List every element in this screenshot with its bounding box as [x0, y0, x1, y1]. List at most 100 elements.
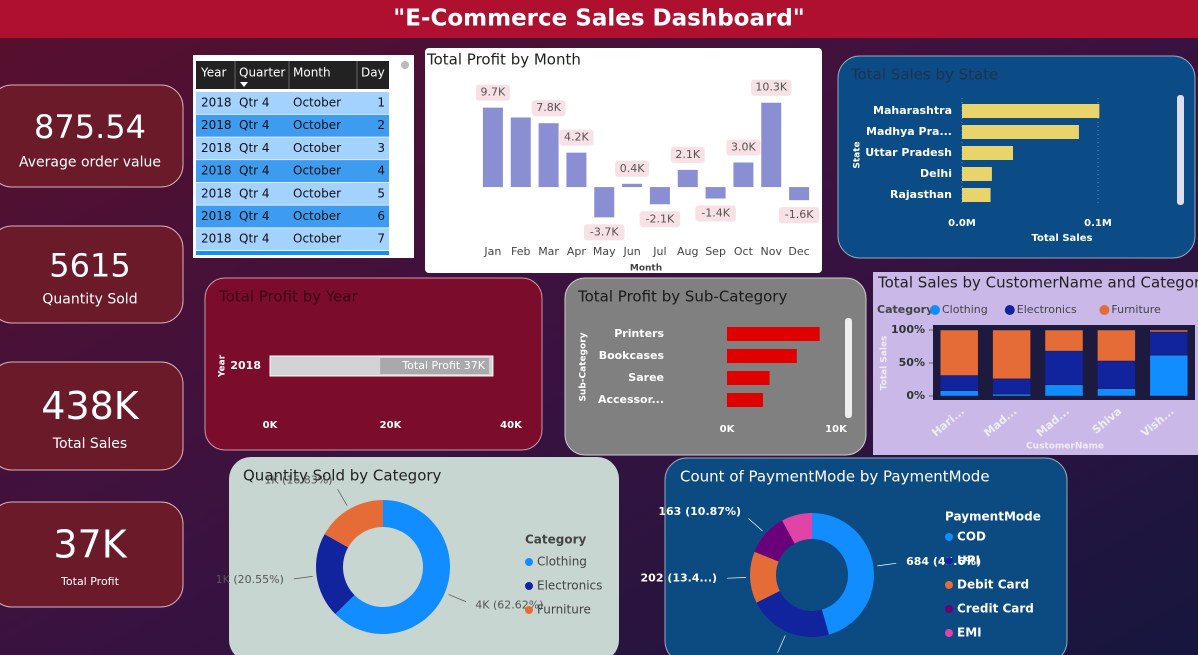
bar-segment — [1097, 329, 1136, 362]
leader-line — [877, 562, 897, 567]
y-tick-label: 2018 — [230, 359, 261, 372]
x-axis-title: CustomerName — [1026, 442, 1104, 452]
table-cell: Qtr 4 — [239, 232, 270, 246]
x-tick-label: 0.0M — [948, 218, 976, 229]
table-row — [196, 228, 389, 251]
table-header-cell: Day — [361, 66, 385, 80]
data-label: Total Profit 37K — [401, 359, 485, 372]
kpi-card — [0, 84, 184, 188]
bar — [962, 167, 992, 181]
chart-title: Total Sales by CustomerName and Category — [877, 274, 1198, 292]
table-cell: 2018 — [201, 209, 232, 223]
data-label: -1.4K — [701, 207, 730, 220]
scrollbar — [845, 318, 852, 418]
data-label: 4.2K — [564, 131, 589, 144]
bar — [727, 327, 820, 341]
dashboard-title: "E-Commerce Sales Dashboard" — [393, 6, 805, 32]
y-tick-label: Accessor... — [598, 393, 664, 406]
donut-slice — [324, 500, 383, 548]
bar — [962, 146, 1013, 160]
x-tick-label: May — [593, 245, 616, 258]
table-cell: October — [293, 118, 341, 132]
bar — [538, 123, 559, 188]
x-tick-label: 0K — [720, 424, 736, 435]
data-label: 1K (20.55%) — [216, 573, 284, 586]
legend-title: PaymentMode — [945, 510, 1041, 524]
table-cell: October — [293, 232, 341, 246]
table-row — [196, 182, 389, 205]
data-label: 202 (13.4...) — [641, 572, 718, 585]
bar-segment — [1097, 388, 1136, 397]
table-scroll — [196, 251, 389, 255]
bar-segment — [1044, 384, 1084, 397]
kpi-value: 5615 — [49, 247, 130, 285]
legend-label: Furniture — [1111, 303, 1161, 316]
x-tick-label: Aug — [677, 245, 698, 258]
x-tick-label: Jun — [622, 245, 640, 258]
table-cell: Qtr 4 — [239, 96, 270, 110]
bar — [727, 371, 770, 385]
y-tick-label: Delhi — [920, 167, 952, 180]
table-header-cell: Month — [293, 66, 331, 80]
bar-segment — [992, 378, 1031, 395]
bar — [482, 107, 503, 188]
legend-label: Credit Card — [957, 602, 1034, 616]
legend-label: Debit Card — [957, 578, 1029, 592]
x-tick-label: 10K — [825, 424, 848, 435]
legend-dot — [1099, 305, 1110, 315]
kpi-card — [0, 225, 184, 324]
table-cell: Qtr 4 — [239, 118, 270, 132]
y-axis-title: Year — [218, 354, 228, 378]
legend-dot — [945, 581, 953, 589]
kpi-label: Average order value — [19, 155, 161, 171]
x-tick-label: Sep — [705, 245, 726, 258]
legend-label: Electronics — [1017, 303, 1077, 316]
bar-segment — [1149, 331, 1189, 356]
bar — [594, 187, 615, 218]
y-axis-title: Total Sales — [880, 336, 890, 391]
bar — [962, 125, 1079, 139]
table-cell: October — [293, 96, 341, 110]
scroll-knob — [401, 61, 409, 69]
table-cell: October — [293, 209, 341, 223]
table-row — [196, 137, 389, 160]
table-row — [196, 92, 389, 114]
table-cell: 2018 — [201, 141, 232, 155]
y-tick-label: 50% — [899, 356, 925, 369]
label-bg — [531, 100, 566, 117]
legend-label: Clothing — [942, 303, 988, 316]
data-label: 3.0K — [731, 141, 756, 154]
data-label: 4K (62.62%) — [475, 599, 543, 612]
table-row — [196, 114, 389, 137]
kpi-value: 37K — [53, 523, 127, 567]
bar — [962, 188, 991, 202]
bar — [622, 183, 643, 188]
table-cell: October — [293, 164, 341, 178]
bar — [705, 187, 726, 199]
y-tick-label: Printers — [614, 327, 664, 340]
table-header-cell: Year — [200, 66, 226, 80]
table-cell: 2018 — [201, 186, 232, 200]
x-tick-label: Dec — [788, 245, 809, 258]
data-label: -3.7K — [590, 225, 619, 238]
data-label: 7.8K — [536, 101, 561, 114]
chart-title: Total Profit by Sub-Category — [577, 288, 787, 306]
state-panel — [837, 55, 1196, 259]
bar-segment — [1149, 329, 1189, 333]
bar-segment — [1044, 329, 1084, 352]
profit-subcat-panel — [564, 277, 867, 456]
bar-segment — [992, 329, 1031, 380]
kpi-value: 438K — [41, 384, 140, 428]
legend-label: UPI — [957, 554, 980, 568]
legend-dot — [945, 629, 953, 637]
leader-line — [293, 576, 313, 580]
y-tick-label: Rajasthan — [890, 188, 952, 201]
y-tick-label: Uttar Pradesh — [865, 146, 952, 159]
sort-arrow — [240, 82, 248, 87]
bar — [727, 349, 797, 363]
table-header-cell: Quarter — [239, 66, 285, 80]
chart-title: Total Profit by Month — [426, 51, 581, 69]
table-cell: 7 — [377, 232, 385, 246]
table-cell: 2018 — [201, 164, 232, 178]
legend-label: COD — [957, 530, 986, 544]
